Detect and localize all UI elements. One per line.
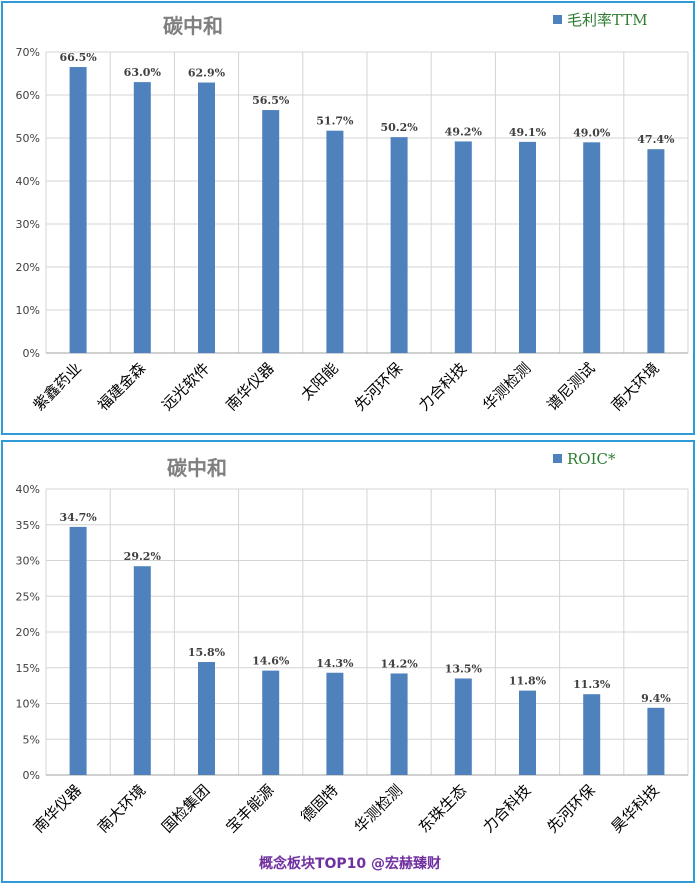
chart1-ytick-label: 0% [23, 347, 40, 360]
chart2-ytick-label: 20% [16, 626, 40, 639]
chart2-ytick-label: 25% [16, 590, 40, 603]
chart1-value-label: 49.0% [573, 126, 611, 139]
chart2-value-label: 11.3% [573, 678, 611, 691]
chart2-value-label: 14.2% [380, 657, 418, 670]
chart1-bar [198, 82, 215, 353]
chart1-category-label: 福建金森 [94, 359, 149, 414]
chart1-category-label: 南大环境 [608, 359, 663, 414]
chart1-value-label: 62.9% [188, 67, 226, 80]
chart1-category-label: 紫鑫药业 [30, 359, 85, 414]
chart-panel-roic [1, 440, 695, 883]
chart2-category-label: 南华仪器 [30, 781, 85, 836]
chart1-category-label: 南华仪器 [222, 359, 277, 414]
chart1-ytick-label: 10% [16, 304, 40, 317]
footer-caption: 概念板块TOP10 @宏赫臻财 [258, 856, 442, 872]
chart1-bar [454, 141, 472, 353]
chart1-bar [519, 141, 536, 353]
chart2-value-label: 11.8% [509, 675, 547, 688]
chart1-value-label: 63.0% [124, 66, 162, 79]
chart2-ytick-label: 5% [23, 733, 40, 746]
chart2-ytick-label: 40% [16, 483, 40, 496]
chart2-bar [198, 662, 215, 775]
chart1-bar [133, 82, 151, 353]
chart1-category-label: 谱尼测试 [543, 359, 598, 414]
chart1-value-label: 56.5% [252, 94, 290, 107]
chart2-bar [454, 678, 472, 775]
chart2-bar [647, 707, 665, 775]
chart2-ytick-label: 30% [16, 555, 40, 568]
chart1-category-label: 先河环保 [351, 359, 406, 414]
chart2-bar [262, 670, 280, 775]
chart1-bar [390, 137, 408, 353]
chart2-bar [326, 672, 344, 775]
chart2-title: 碳中和 [167, 456, 227, 480]
chart1-value-label: 49.2% [445, 125, 483, 138]
chart2-bar [583, 694, 601, 775]
chart2-bar [390, 673, 408, 775]
chart1-bar [69, 67, 87, 354]
chart1-ytick-label: 70% [16, 46, 40, 59]
chart2-category-label: 华测检测 [351, 781, 406, 836]
chart1-value-label: 50.2% [380, 121, 418, 134]
chart2-ytick-label: 15% [16, 662, 40, 675]
chart1-ytick-label: 60% [16, 89, 40, 102]
chart1-value-label: 49.1% [509, 126, 547, 139]
chart1-bar [583, 142, 601, 353]
chart2-category-label: 国检集团 [158, 781, 213, 836]
chart1-ytick-label: 30% [16, 218, 40, 231]
chart2-legend-swatch [553, 454, 562, 463]
chart1-value-label: 51.7% [316, 115, 354, 128]
chart1-bar [647, 149, 665, 353]
chart2-category-label: 东珠生态 [415, 781, 470, 836]
chart2-category-label: 昊华科技 [608, 781, 663, 836]
chart2-category-label: 南大环境 [94, 781, 149, 836]
chart2-bar [133, 566, 151, 775]
chart2-value-label: 34.7% [59, 511, 97, 524]
chart1-category-label: 太阳能 [297, 359, 342, 404]
chart2-category-label: 德固特 [297, 781, 342, 826]
chart2-category-label: 宝丰能源 [222, 781, 277, 836]
chart2-legend-label: ROIC* [567, 450, 616, 468]
chart2-bar [519, 690, 536, 775]
chart2-value-label: 13.5% [445, 662, 483, 675]
chart1-value-label: 47.4% [637, 133, 675, 146]
chart2-value-label: 14.3% [316, 657, 354, 670]
chart2-value-label: 9.4% [641, 692, 671, 705]
chart2-category-label: 力合科技 [479, 781, 534, 836]
chart-panel-gross-margin [1, 1, 695, 435]
chart1-category-label: 远光软件 [158, 359, 213, 414]
chart2-category-label: 先河环保 [543, 781, 598, 836]
chart2-value-label: 29.2% [124, 550, 162, 563]
chart1-bar [262, 110, 280, 353]
chart1-ytick-label: 40% [16, 175, 40, 188]
chart1-value-label: 66.5% [59, 51, 97, 64]
chart1-category-label: 力合科技 [415, 359, 470, 414]
chart2-ytick-label: 10% [16, 698, 40, 711]
chart2-value-label: 14.6% [252, 655, 290, 668]
chart1-legend-swatch [553, 15, 562, 24]
chart1-ytick-label: 20% [16, 261, 40, 274]
chart1-title: 碳中和 [163, 14, 223, 38]
chart2-ytick-label: 0% [23, 769, 40, 782]
chart2-bar [69, 526, 87, 775]
chart1-category-label: 华测检测 [479, 359, 534, 414]
chart1-bar [326, 130, 344, 353]
chart2-value-label: 15.8% [188, 646, 226, 659]
chart1-legend-label: 毛利率TTM [567, 11, 648, 29]
chart1-ytick-label: 50% [16, 132, 40, 145]
chart2-ytick-label: 35% [16, 519, 40, 532]
